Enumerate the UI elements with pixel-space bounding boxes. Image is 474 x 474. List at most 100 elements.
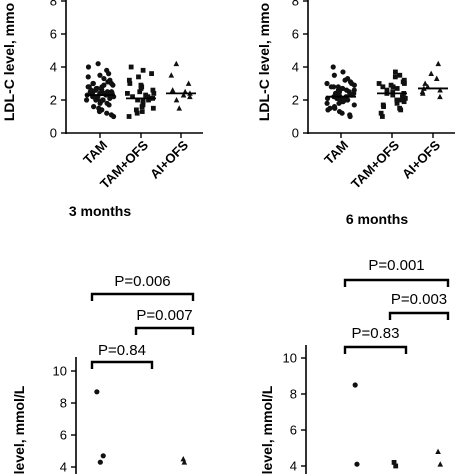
data-point bbox=[376, 81, 382, 86]
data-point bbox=[437, 87, 443, 93]
data-point bbox=[104, 89, 111, 95]
data-point bbox=[128, 64, 134, 70]
data-point bbox=[151, 91, 157, 96]
data-point bbox=[94, 389, 100, 395]
data-point bbox=[173, 97, 180, 103]
data-point bbox=[332, 105, 338, 111]
data-point bbox=[401, 99, 407, 105]
data-point bbox=[435, 60, 442, 67]
data-point bbox=[85, 84, 91, 90]
data-point bbox=[397, 72, 403, 78]
panel-bottom-left: 4 6 8 10 level, mmol/L P=0.006 P=0.007 P=0.84 bbox=[11, 273, 195, 474]
data-point bbox=[390, 89, 396, 95]
data-point bbox=[380, 102, 386, 108]
y-axis-label: level, mmol/L bbox=[259, 385, 275, 474]
data-point bbox=[428, 70, 434, 76]
data-point bbox=[136, 74, 141, 80]
y-tick-label: 6 bbox=[60, 428, 67, 443]
category-label: TAM bbox=[80, 138, 110, 168]
data-point bbox=[394, 86, 400, 91]
data-point bbox=[324, 100, 330, 106]
data-point bbox=[150, 105, 156, 111]
p-value-label: P=0.003 bbox=[391, 291, 447, 308]
data-point bbox=[85, 64, 92, 70]
y-axis-label: level, mmol/L bbox=[11, 385, 27, 474]
p-value-label: P=0.007 bbox=[136, 307, 192, 324]
data-point bbox=[108, 89, 115, 95]
data-point bbox=[437, 461, 444, 467]
data-point bbox=[401, 77, 407, 83]
data-point bbox=[104, 100, 110, 106]
data-point bbox=[134, 110, 140, 116]
data-point bbox=[138, 82, 144, 88]
data-point bbox=[393, 69, 398, 75]
data-point bbox=[394, 100, 400, 106]
data-point bbox=[419, 88, 426, 95]
data-point bbox=[140, 67, 146, 73]
data-point bbox=[332, 90, 339, 96]
data-point bbox=[133, 107, 139, 113]
category-label: AI+OFS bbox=[147, 137, 191, 181]
p-value-label: P=0.001 bbox=[368, 257, 424, 274]
data-point bbox=[90, 80, 96, 87]
data-point bbox=[135, 97, 140, 103]
data-point bbox=[392, 74, 398, 80]
y-tick-label: 10 bbox=[283, 351, 297, 366]
data-point bbox=[97, 72, 103, 78]
data-point bbox=[330, 64, 336, 70]
data-point bbox=[379, 114, 385, 119]
data-point bbox=[435, 448, 441, 454]
y-tick-label: 6 bbox=[292, 27, 299, 42]
data-point bbox=[340, 69, 346, 75]
data-point bbox=[351, 87, 357, 93]
data-point bbox=[354, 461, 360, 467]
data-point bbox=[398, 97, 404, 103]
data-point bbox=[137, 89, 143, 95]
data-point bbox=[143, 92, 149, 98]
data-point bbox=[168, 72, 175, 78]
data-point bbox=[127, 81, 133, 86]
data-point bbox=[340, 85, 346, 92]
data-point bbox=[140, 97, 146, 103]
data-point bbox=[101, 82, 107, 88]
y-axis-label: LDL-C level, mmo bbox=[1, 3, 17, 121]
data-point bbox=[324, 80, 330, 87]
panel-bottom-right: 4 6 8 10 level, mmol/L P=0.001 P=0.003 P=0.83 bbox=[259, 257, 450, 474]
y-tick-label: 8 bbox=[292, 0, 299, 9]
data-point bbox=[351, 102, 357, 108]
data-point bbox=[176, 105, 183, 111]
data-point bbox=[400, 94, 405, 100]
category-label: TAM+OFS bbox=[348, 137, 402, 191]
data-point bbox=[327, 105, 333, 111]
data-point bbox=[331, 72, 337, 78]
data-point bbox=[187, 93, 193, 100]
category-label: TAM bbox=[321, 138, 351, 168]
significance-bracket bbox=[343, 345, 408, 354]
data-point bbox=[393, 463, 399, 469]
significance-bracket bbox=[388, 311, 450, 320]
y-axis-label: LDL-C level, mmo bbox=[256, 3, 272, 121]
y-tick-label: 8 bbox=[50, 0, 57, 9]
data-point bbox=[91, 104, 97, 110]
p-value-label: P=0.83 bbox=[352, 325, 400, 342]
data-point bbox=[437, 93, 443, 100]
data-point bbox=[92, 87, 99, 93]
data-point bbox=[85, 74, 91, 80]
y-tick-label: 4 bbox=[60, 460, 67, 474]
data-point bbox=[349, 80, 355, 87]
data-point bbox=[100, 453, 106, 459]
panel-title: 3 months bbox=[69, 203, 131, 219]
category-label: AI+OFS bbox=[399, 137, 443, 181]
y-tick-label: 2 bbox=[50, 93, 57, 108]
significance-bracket bbox=[134, 326, 195, 335]
y-tick-label: 4 bbox=[50, 60, 57, 75]
y-tick-label: 4 bbox=[290, 459, 297, 474]
data-point bbox=[402, 81, 407, 86]
data-point bbox=[173, 60, 180, 67]
y-tick-label: 0 bbox=[50, 126, 57, 141]
data-point bbox=[181, 459, 188, 465]
data-point bbox=[391, 460, 397, 465]
data-point bbox=[83, 97, 90, 103]
data-point bbox=[394, 97, 400, 103]
